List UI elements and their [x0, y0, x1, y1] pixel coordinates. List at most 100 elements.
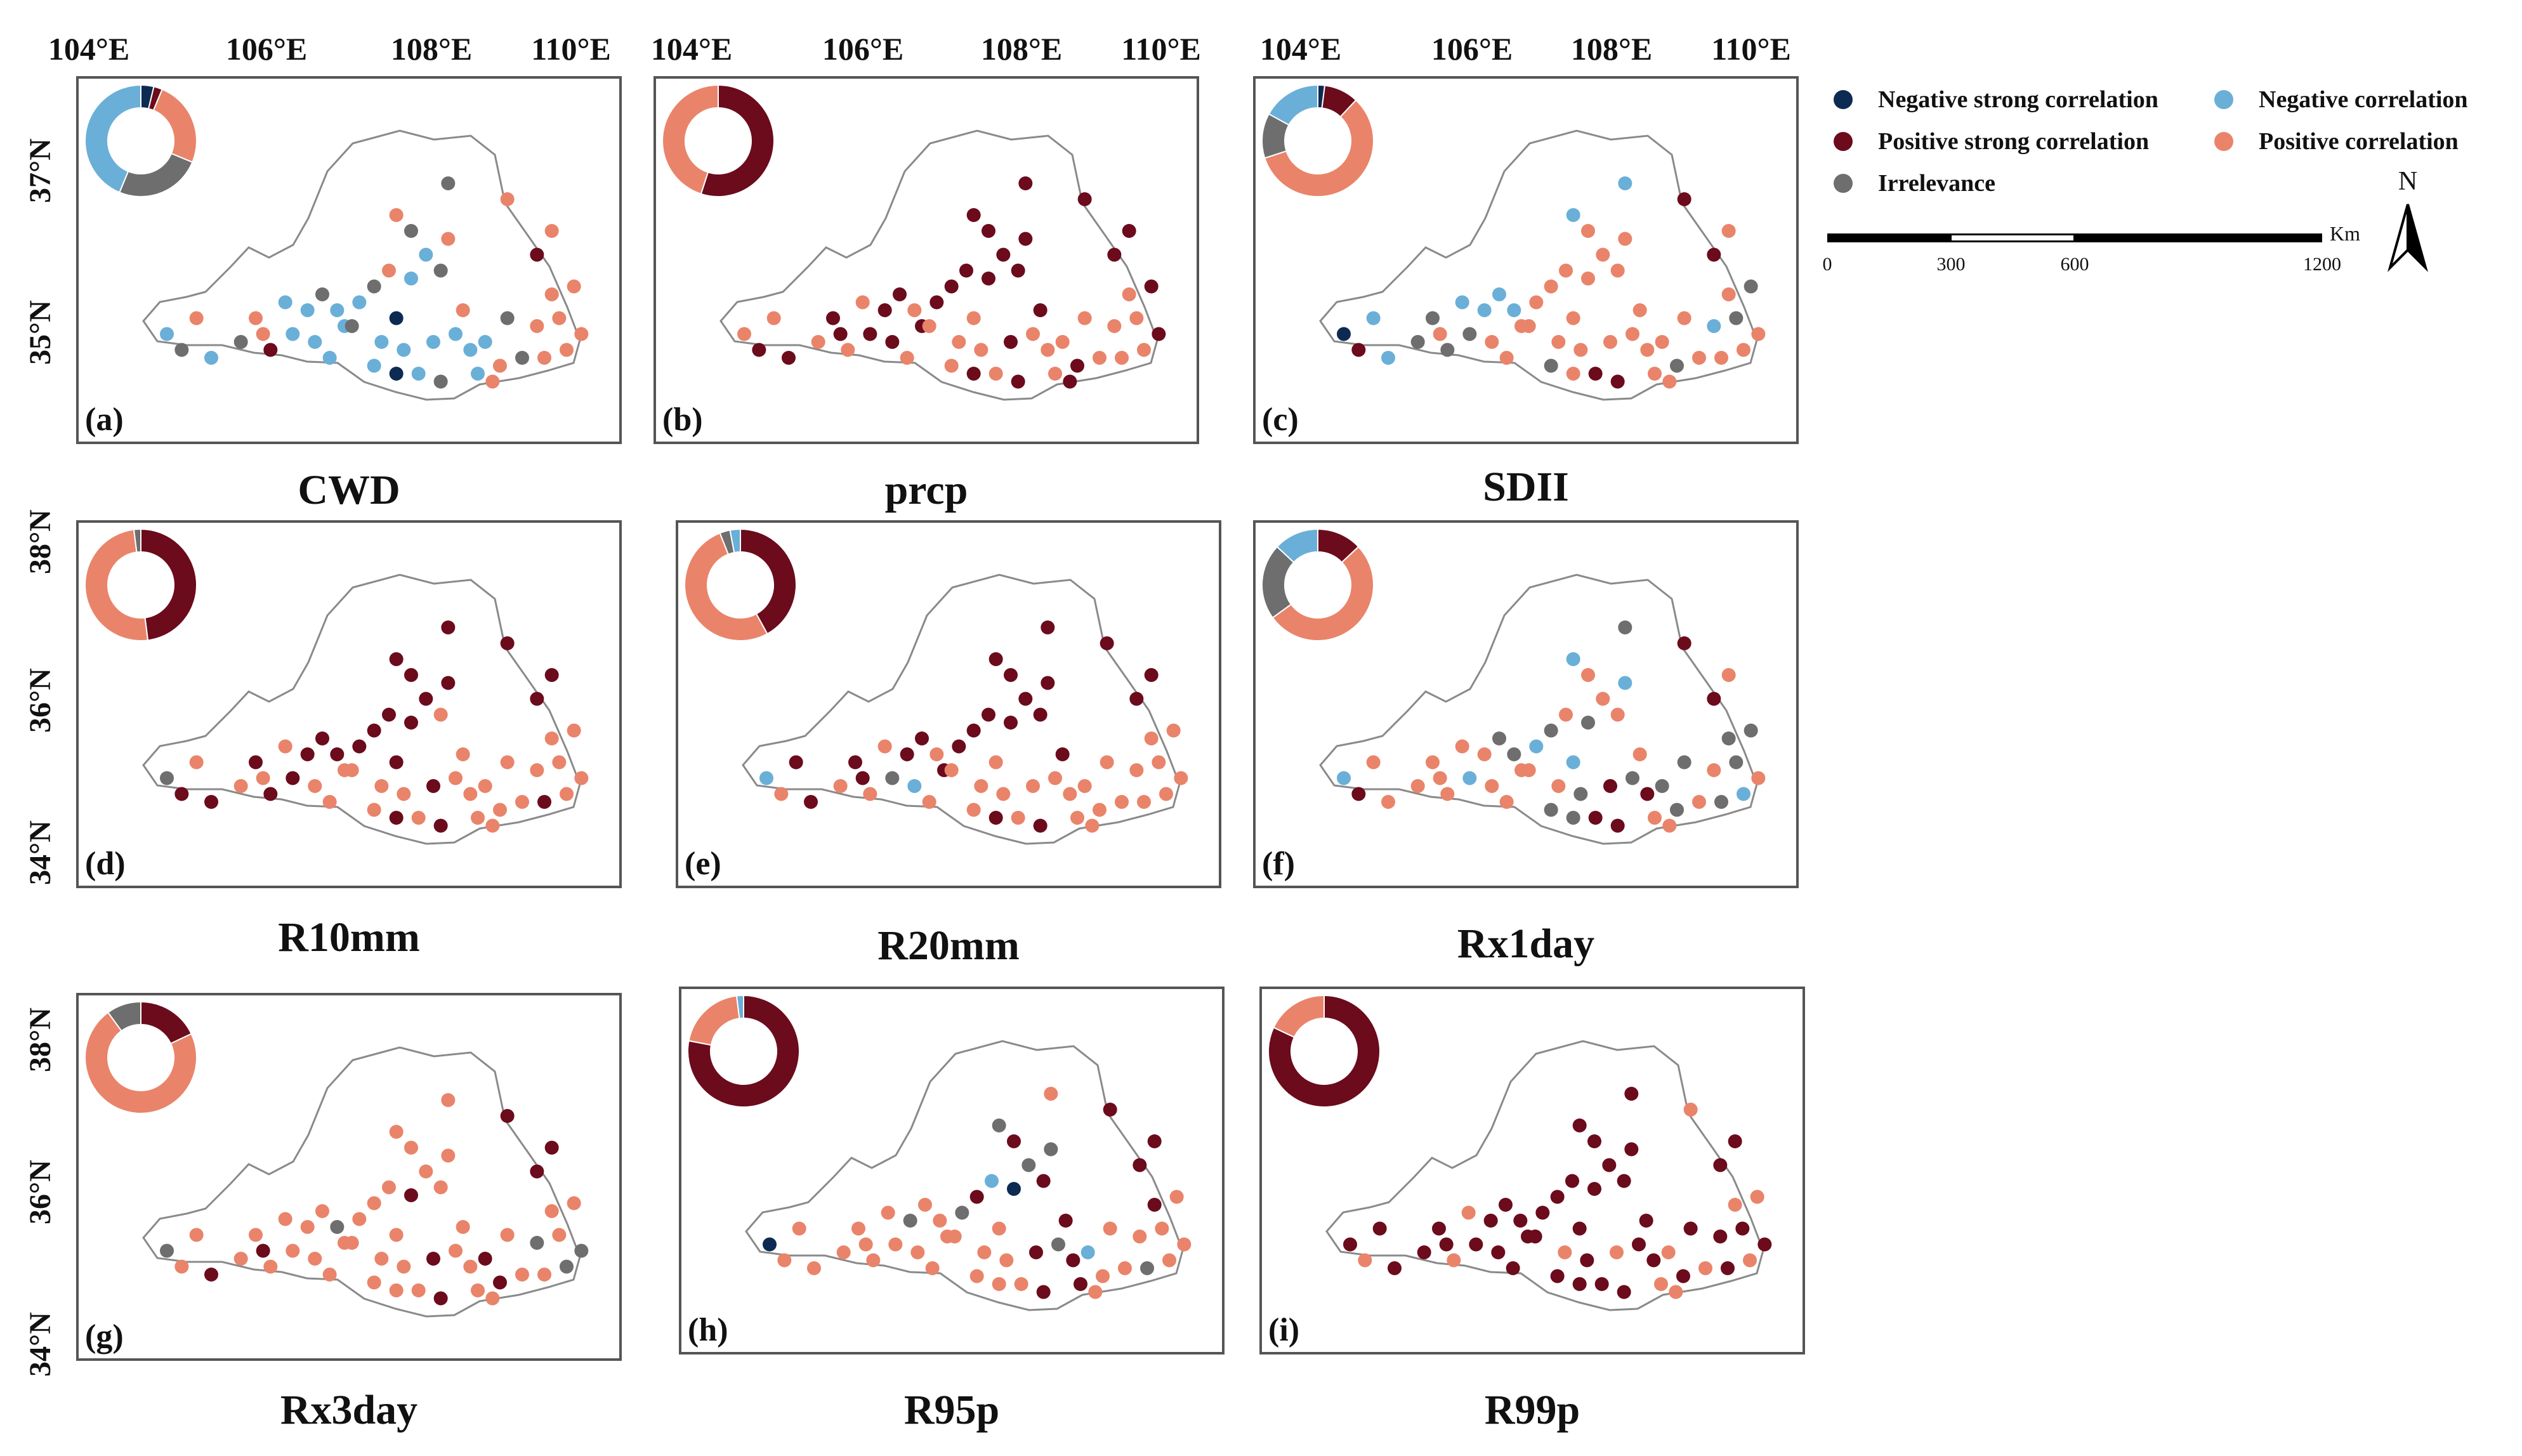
station-point: [759, 771, 773, 785]
station-point: [544, 1141, 559, 1155]
map-panel-h: (h): [679, 987, 1225, 1354]
station-point: [485, 1291, 500, 1306]
station-point: [500, 311, 515, 325]
station-point: [855, 771, 870, 785]
station-point: [1033, 707, 1048, 722]
station-point: [426, 779, 440, 793]
station-point: [174, 343, 189, 357]
station-point: [404, 1141, 418, 1155]
station-point: [1714, 351, 1728, 365]
station-point: [1455, 295, 1469, 310]
station-point: [1707, 692, 1721, 706]
station-point: [966, 311, 981, 325]
station-point: [1122, 224, 1136, 238]
station-point: [441, 1148, 456, 1163]
station-point: [300, 1220, 315, 1234]
lon-tick-label: 104°E: [48, 31, 130, 67]
donut-segment: [1264, 99, 1374, 197]
station-point: [1572, 1277, 1587, 1291]
station-point: [1018, 232, 1033, 246]
station-point: [419, 247, 433, 262]
station-point: [933, 1214, 947, 1228]
lat-tick-label: 34°N: [23, 820, 57, 885]
station-point: [1610, 263, 1625, 278]
lon-tick-label: 106°E: [822, 31, 904, 67]
station-point: [404, 668, 418, 682]
donut-segment: [152, 88, 197, 163]
station-point: [1107, 247, 1122, 262]
station-point: [308, 335, 322, 349]
station-point: [1070, 358, 1084, 373]
basin-outline: [719, 129, 1159, 401]
station-point: [426, 335, 440, 349]
station-point: [330, 1220, 345, 1234]
station-point: [374, 1252, 389, 1266]
station-point: [515, 351, 529, 365]
station-point: [907, 779, 922, 793]
station-point: [1721, 731, 1736, 745]
station-point: [866, 1253, 881, 1268]
legend-label: Negative strong correlation: [1878, 86, 2158, 113]
station-point: [1044, 1087, 1058, 1101]
station-point: [888, 1237, 903, 1252]
station-point: [515, 795, 529, 809]
map-panel-b: (b): [653, 76, 1199, 444]
station-point: [1713, 1158, 1728, 1172]
station-point: [278, 295, 292, 310]
lon-tick-label: 104°E: [1259, 31, 1342, 67]
station-point: [1646, 1253, 1661, 1268]
lon-tick-label: 110°E: [1711, 31, 1791, 67]
station-point: [345, 763, 359, 777]
legend: Negative strong correlation Negative cor…: [1827, 86, 2506, 213]
station-point: [881, 1205, 895, 1220]
station-point: [500, 755, 515, 770]
lat-tick-label: 35°N: [23, 300, 57, 365]
station-point: [574, 327, 589, 341]
station-point: [1366, 311, 1381, 325]
station-point: [189, 1228, 204, 1242]
panel-label: (c): [1262, 402, 1299, 438]
station-point: [1580, 1253, 1594, 1268]
station-point: [1624, 1142, 1639, 1157]
station-point: [1018, 176, 1033, 190]
legend-label: Negative correlation: [2259, 86, 2468, 113]
station-point: [826, 311, 840, 325]
panel-title: Rx3day: [280, 1387, 418, 1433]
lat-tick-label: 38°N: [23, 1007, 57, 1072]
station-point: [877, 739, 892, 754]
station-point: [1558, 1245, 1572, 1259]
station-point: [441, 232, 456, 246]
station-point: [944, 763, 959, 777]
station-point: [204, 1268, 218, 1282]
donut-segment: [700, 84, 775, 197]
station-point: [1055, 747, 1070, 761]
station-point: [493, 1275, 507, 1290]
station-point: [1528, 1230, 1542, 1243]
station-point: [433, 707, 448, 722]
station-point: [1721, 668, 1736, 682]
station-point: [1051, 1237, 1065, 1252]
station-point: [1618, 232, 1632, 246]
station-point: [530, 1236, 544, 1250]
station-point: [433, 374, 448, 389]
station-point: [1029, 1245, 1043, 1259]
legend-item-positive-strong: Positive strong correlation: [1834, 128, 2149, 155]
station-point: [160, 1243, 174, 1258]
station-point: [1529, 295, 1544, 310]
station-point: [1133, 1230, 1147, 1243]
station-point: [1521, 319, 1536, 333]
basin-outline: [1319, 574, 1758, 845]
station-point: [915, 731, 929, 745]
station-point: [996, 787, 1011, 801]
station-point: [1596, 247, 1610, 262]
station-point: [1066, 1253, 1080, 1268]
station-point: [1757, 1237, 1772, 1252]
station-point: [1063, 787, 1077, 801]
panel-label: (d): [85, 846, 126, 882]
station-point: [204, 795, 218, 809]
station-point: [530, 692, 544, 706]
station-point: [811, 335, 825, 349]
station-point: [1566, 652, 1580, 666]
station-point: [1014, 1277, 1028, 1291]
station-point: [374, 779, 389, 793]
